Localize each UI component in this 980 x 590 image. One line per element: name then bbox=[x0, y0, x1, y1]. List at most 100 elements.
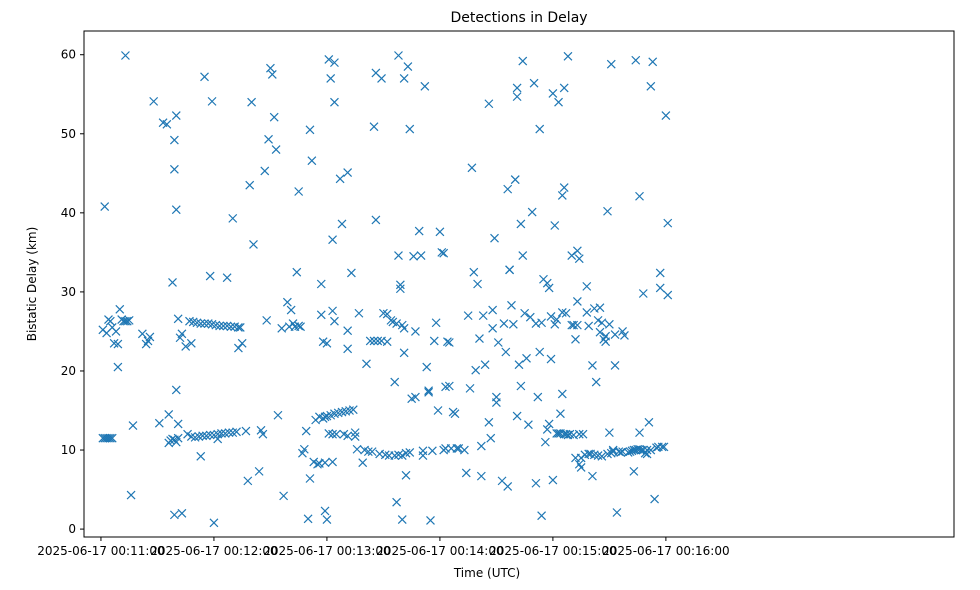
data-point bbox=[294, 187, 304, 196]
data-point bbox=[262, 315, 272, 325]
data-point bbox=[488, 323, 498, 333]
data-point bbox=[343, 344, 353, 354]
data-point bbox=[198, 431, 208, 441]
data-point bbox=[105, 316, 115, 326]
data-point bbox=[113, 362, 123, 372]
data-point bbox=[646, 445, 656, 455]
data-point bbox=[620, 330, 629, 340]
data-point bbox=[235, 323, 245, 332]
data-point bbox=[354, 308, 364, 318]
data-point bbox=[365, 336, 375, 346]
data-point bbox=[213, 434, 223, 444]
data-point bbox=[124, 315, 134, 325]
data-point bbox=[606, 59, 616, 69]
data-point bbox=[113, 339, 123, 349]
data-point bbox=[249, 240, 258, 249]
y-axis: 0 10 20 30 40 50 60 bbox=[61, 48, 84, 536]
data-point bbox=[501, 347, 511, 357]
data-point bbox=[505, 265, 515, 275]
data-point bbox=[243, 476, 253, 486]
data-point bbox=[247, 97, 257, 107]
data-point bbox=[328, 306, 337, 316]
data-point bbox=[420, 81, 430, 91]
data-point bbox=[437, 247, 447, 257]
data-point bbox=[320, 506, 330, 516]
data-point bbox=[514, 360, 524, 370]
data-point bbox=[567, 251, 577, 260]
data-point bbox=[115, 304, 125, 314]
data-point bbox=[267, 70, 277, 79]
data-point bbox=[473, 279, 482, 289]
data-point bbox=[411, 392, 420, 402]
data-point bbox=[554, 97, 563, 107]
data-point bbox=[422, 362, 432, 372]
data-point bbox=[463, 311, 473, 321]
data-point bbox=[518, 251, 528, 260]
data-point bbox=[612, 508, 622, 517]
data-point bbox=[584, 321, 594, 331]
data-point bbox=[181, 342, 191, 351]
data-point bbox=[433, 406, 443, 415]
x-tick-label: 2025-06-17 00:12:00 bbox=[150, 544, 277, 558]
data-point bbox=[294, 321, 304, 331]
data-point bbox=[177, 329, 187, 339]
data-point bbox=[559, 83, 569, 93]
data-point bbox=[335, 174, 345, 184]
data-point bbox=[411, 327, 420, 336]
data-point bbox=[171, 111, 181, 121]
data-point bbox=[320, 458, 330, 468]
data-point bbox=[597, 451, 607, 461]
data-point bbox=[535, 347, 545, 357]
data-point bbox=[292, 267, 302, 277]
data-point bbox=[271, 145, 281, 155]
data-point bbox=[520, 308, 530, 318]
data-point bbox=[303, 514, 313, 524]
data-point bbox=[369, 336, 379, 346]
data-point bbox=[550, 319, 560, 329]
data-point bbox=[508, 319, 518, 329]
x-tick-label: 2025-06-17 00:14:00 bbox=[376, 544, 503, 558]
data-point bbox=[559, 183, 569, 192]
data-point bbox=[337, 219, 347, 229]
data-point bbox=[571, 334, 580, 344]
data-point bbox=[424, 387, 434, 397]
data-point bbox=[392, 319, 402, 328]
data-point bbox=[476, 471, 486, 481]
data-point bbox=[572, 246, 582, 256]
data-point bbox=[373, 336, 383, 346]
data-point bbox=[452, 444, 462, 453]
data-point bbox=[591, 377, 601, 387]
data-point bbox=[301, 426, 311, 436]
data-point bbox=[324, 55, 334, 64]
data-point bbox=[367, 447, 377, 457]
data-point bbox=[346, 268, 356, 278]
data-point bbox=[435, 227, 445, 237]
data-point bbox=[631, 55, 641, 65]
data-point bbox=[107, 433, 117, 443]
data-point bbox=[217, 429, 226, 438]
data-point bbox=[237, 338, 247, 348]
data-point bbox=[137, 329, 147, 339]
data-point bbox=[395, 284, 405, 294]
data-point bbox=[326, 74, 336, 83]
data-point bbox=[149, 96, 159, 106]
data-point bbox=[638, 289, 648, 298]
data-point bbox=[269, 112, 279, 122]
data-point bbox=[608, 445, 618, 455]
y-tick-label: 20 bbox=[61, 364, 76, 378]
data-point bbox=[537, 318, 547, 328]
data-point bbox=[491, 392, 501, 402]
data-point bbox=[405, 124, 415, 134]
data-point bbox=[563, 51, 573, 61]
data-point bbox=[126, 490, 136, 500]
data-point bbox=[224, 428, 234, 438]
data-point bbox=[348, 405, 358, 415]
data-point bbox=[405, 447, 415, 457]
data-point bbox=[418, 451, 428, 460]
data-point bbox=[610, 330, 620, 340]
data-point bbox=[552, 315, 562, 325]
data-point bbox=[328, 429, 337, 439]
data-point bbox=[537, 511, 547, 521]
data-point bbox=[454, 444, 464, 453]
